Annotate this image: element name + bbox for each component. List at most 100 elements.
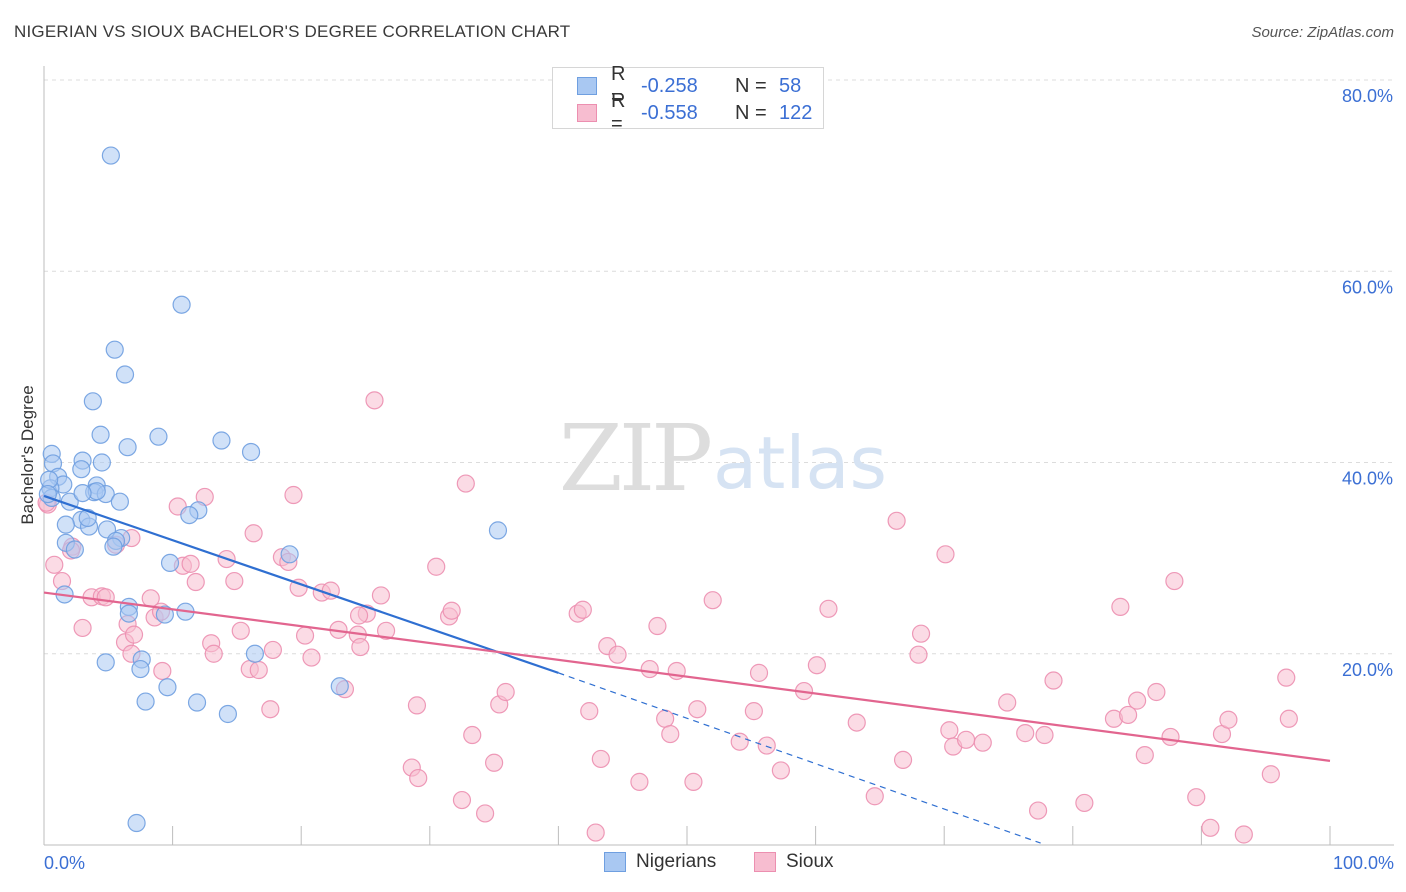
nigerians-point (65, 540, 84, 559)
source-label: Source: ZipAtlas.com (1251, 24, 1394, 41)
sioux-point (688, 700, 707, 719)
sioux-trend-line (43, 591, 1331, 762)
nigerians-trend-line (43, 494, 559, 674)
sioux-point (1075, 793, 1094, 813)
sioux-point (771, 761, 790, 780)
legend-row-sioux: R = -0.558 N = 122 (577, 90, 813, 135)
sioux-point (807, 656, 826, 675)
sioux-point (911, 624, 931, 643)
sioux-point (1165, 571, 1184, 591)
sioux-point (371, 586, 391, 605)
legend-swatch-nigerians (577, 77, 597, 95)
nigerians-point (149, 427, 168, 446)
sioux-point (124, 625, 144, 644)
y-tick-label: 60.0% (1342, 277, 1393, 297)
sioux-point (580, 702, 599, 721)
nigerians-point (245, 644, 265, 663)
tick-labels: 20.0% 40.0% 60.0% 80.0% 0.0% 100.0% (44, 86, 1394, 873)
sioux-point (302, 648, 321, 667)
sioux-point (973, 733, 992, 752)
sioux-point (586, 823, 605, 842)
sioux-point (376, 621, 396, 640)
bottom-legend-nigerians: Nigerians (604, 851, 716, 873)
sioux-point (648, 616, 667, 636)
nigerians-point (118, 438, 137, 457)
sioux-point (956, 730, 976, 749)
sioux-point (1201, 818, 1220, 837)
sioux-point (1261, 765, 1280, 784)
sioux-point (485, 753, 504, 772)
sioux-point (409, 768, 428, 788)
nigerians-point (241, 442, 261, 462)
sioux-point (744, 702, 763, 721)
nigerians-point (104, 537, 123, 556)
sioux-point (284, 485, 303, 505)
legend-n-label: N = (735, 74, 767, 97)
legend-r-label: R = (611, 63, 626, 108)
gridlines (44, 79, 1394, 655)
legend-swatch-sioux (754, 852, 776, 872)
nigerians-point (488, 521, 508, 540)
sioux-point (475, 804, 495, 823)
sioux-point (153, 661, 172, 681)
sioux-point (1279, 709, 1298, 728)
sioux-point (749, 663, 769, 682)
legend-n-label: N = (735, 101, 767, 124)
sioux-point (1111, 597, 1130, 616)
nigerians-point (158, 678, 177, 697)
nigerians-point (127, 813, 146, 833)
nigerians-point (78, 508, 97, 528)
nigerians-point (91, 425, 110, 444)
sioux-point (181, 554, 200, 573)
sioux-point (186, 572, 205, 592)
sioux-point (684, 772, 703, 791)
sioux-point (940, 721, 959, 740)
sioux-point (295, 626, 315, 645)
nigerians-point (131, 659, 150, 679)
sioux-point (1118, 705, 1138, 725)
legend-label-sioux: Sioux (786, 851, 834, 872)
nigerians-point (73, 484, 92, 503)
legend-n-value: 122 (779, 101, 813, 124)
sioux-point (231, 621, 250, 640)
stats-legend: R = -0.258 N = 58 R = -0.558 N = 122 (552, 63, 824, 135)
sioux-point (1044, 671, 1063, 690)
sioux-point (573, 600, 592, 619)
bottom-legend-sioux: Sioux (754, 851, 834, 873)
sioux-point (1016, 724, 1035, 743)
sioux-point (204, 644, 223, 663)
nigerians-trend-extension (558, 672, 1041, 844)
sioux-point (608, 645, 627, 664)
watermark-atlas: atlas (713, 421, 887, 505)
nigerians-point (180, 505, 199, 525)
y-tick-label: 20.0% (1342, 660, 1393, 680)
sioux-point (640, 659, 659, 679)
nigerians-point (101, 146, 120, 165)
sioux-point (909, 645, 928, 664)
sioux-point (1161, 727, 1180, 747)
nigerians-point (187, 693, 207, 712)
x-tick-label: 100.0% (1333, 853, 1394, 873)
sioux-point (1035, 725, 1054, 745)
data-points (37, 146, 1298, 844)
sioux-point (351, 637, 370, 657)
sioux-point (45, 555, 64, 574)
legend-swatch-nigerians (604, 852, 626, 872)
sioux-point (442, 601, 461, 620)
x-tick-label: 0.0% (44, 853, 85, 873)
sioux-point (244, 524, 263, 543)
sioux-point (225, 571, 244, 591)
sioux-point (463, 725, 482, 745)
sioux-point (887, 511, 906, 530)
sioux-point (249, 660, 268, 680)
nigerians-point (96, 653, 115, 672)
y-tick-label: 40.0% (1342, 469, 1393, 489)
sioux-point (1187, 788, 1206, 807)
legend-r-value: -0.558 (641, 101, 698, 124)
y-axis-title: Bachelor's Degree (18, 385, 37, 525)
legend-label-nigerians: Nigerians (636, 851, 717, 872)
sioux-point (1147, 682, 1166, 702)
nigerians-point (105, 340, 124, 359)
nigerians-point (155, 605, 174, 624)
